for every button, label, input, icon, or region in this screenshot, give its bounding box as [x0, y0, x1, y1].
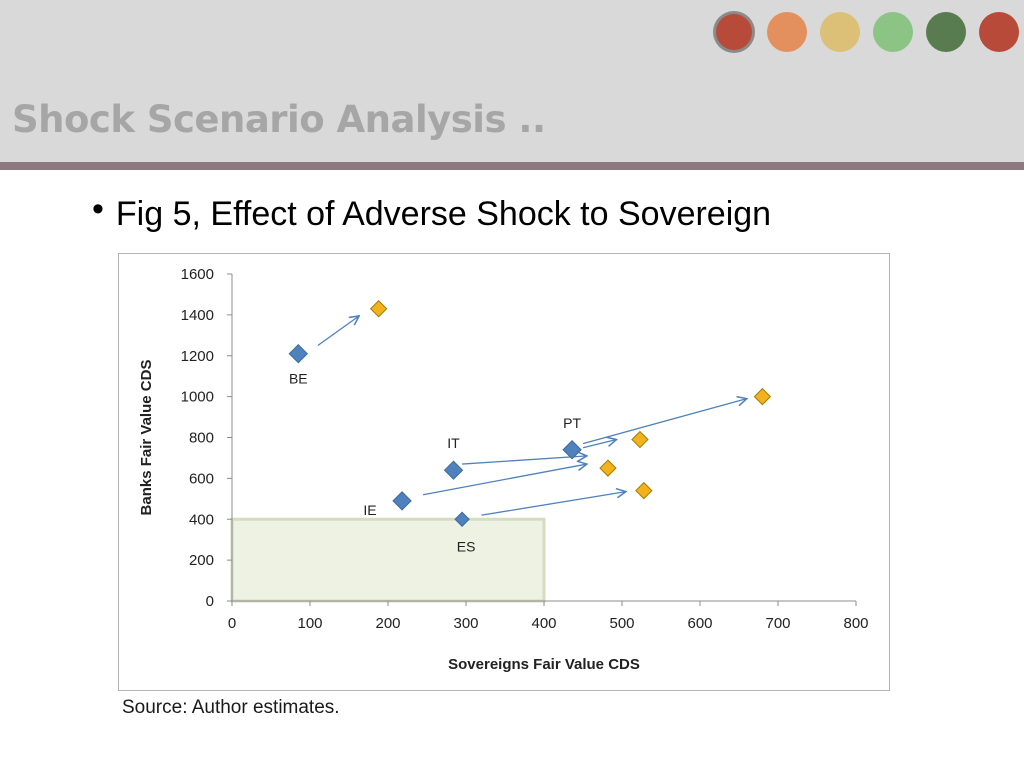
point-label: IT: [447, 435, 460, 451]
x-tick-label: 800: [843, 615, 868, 632]
brick-dot: [979, 12, 1019, 52]
x-tick-label: 700: [765, 615, 790, 632]
after-shock-point: [369, 300, 388, 318]
x-tick-label: 600: [687, 615, 712, 632]
x-tick-label: 400: [531, 615, 556, 632]
shaded-region: [230, 517, 546, 603]
after-shock-point: [753, 387, 772, 406]
bullet-text: Fig 5, Effect of Adverse Shock to Sovere…: [115, 195, 772, 233]
baseline-point-ie: [392, 491, 412, 511]
x-tick-label: 0: [228, 615, 236, 632]
bullet-marker: •: [92, 190, 104, 228]
bullet-item: • Fig 5, Effect of Adverse Shock to Sove…: [92, 192, 771, 236]
y-tick-label: 0: [206, 593, 214, 610]
x-tick-label: 300: [453, 615, 478, 632]
slide-title: Shock Scenario Analysis ..: [12, 98, 546, 141]
scatter-chart: 0 200 400 600 800 1000 1200 1400 1600 0 100 200 300 4…: [138, 266, 869, 673]
y-tick-label: 400: [189, 511, 214, 528]
point-label: IE: [363, 502, 376, 518]
baseline-point-pt: [562, 440, 582, 460]
dark-green-dot: [926, 12, 966, 52]
y-tick-label: 1400: [181, 307, 214, 324]
y-axis-title: Banks Fair Value CDS: [138, 360, 155, 516]
x-tick-label: 100: [297, 615, 322, 632]
shift-arrow: [317, 316, 359, 347]
sand-dot: [820, 12, 860, 52]
point-label: BE: [289, 371, 308, 387]
x-axis-title: Sovereigns Fair Value CDS: [448, 656, 640, 673]
y-tick-label: 1600: [181, 266, 214, 283]
after-shock-point: [599, 459, 617, 477]
baseline-point-be: [288, 343, 309, 364]
x-tick-label: 200: [375, 615, 400, 632]
light-green-dot: [873, 12, 913, 52]
after-shock-point: [631, 430, 649, 449]
after-shock-point: [635, 481, 653, 500]
point-label: PT: [563, 415, 581, 431]
chart-frame: 0 200 400 600 800 1000 1200 1400 1600 0 100 200 300 4…: [118, 253, 890, 691]
y-tick-label: 200: [189, 552, 214, 569]
y-tick-label: 800: [189, 430, 214, 447]
y-tick-label: 600: [189, 470, 214, 487]
baseline-point-es: [454, 511, 470, 527]
source-note: Source: Author estimates.: [122, 697, 340, 718]
shift-arrow: [481, 492, 626, 516]
shift-arrow: [422, 464, 587, 496]
orange-dot: [767, 12, 807, 52]
y-tick-label: 1000: [181, 389, 214, 406]
baseline-point-it: [443, 460, 464, 480]
shift-arrow: [582, 440, 617, 449]
x-tick-label: 500: [609, 615, 634, 632]
shift-arrow: [582, 399, 747, 445]
shift-arrow: [462, 456, 587, 465]
header-divider: [0, 162, 1024, 170]
red-dot: [716, 14, 752, 50]
point-label: ES: [457, 538, 476, 554]
y-tick-label: 1200: [181, 348, 214, 365]
